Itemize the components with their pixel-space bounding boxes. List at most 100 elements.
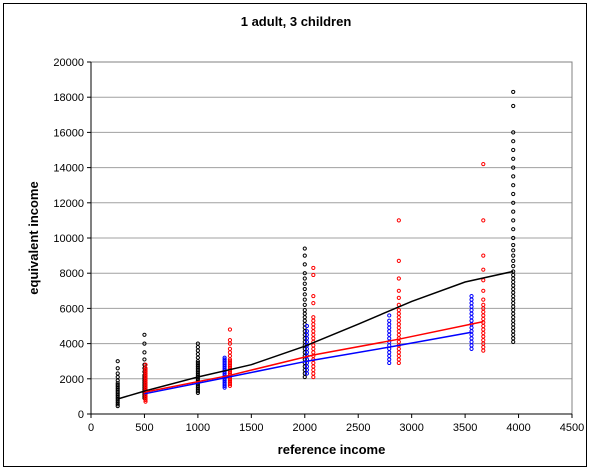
data-point bbox=[481, 267, 486, 272]
data-point bbox=[115, 366, 120, 371]
data-point bbox=[511, 156, 516, 161]
data-point bbox=[227, 327, 233, 332]
data-point bbox=[311, 336, 316, 341]
data-point bbox=[304, 323, 310, 329]
data-point bbox=[311, 374, 316, 380]
chart-frame bbox=[3, 3, 587, 467]
data-point bbox=[396, 308, 401, 313]
data-point bbox=[469, 311, 474, 316]
series-points bbox=[222, 293, 474, 390]
data-point bbox=[302, 297, 307, 302]
data-point bbox=[481, 348, 486, 353]
data-point bbox=[511, 89, 516, 95]
data-point bbox=[511, 339, 516, 344]
data-point bbox=[511, 264, 516, 269]
data-point bbox=[387, 357, 392, 362]
data-point bbox=[511, 276, 516, 281]
data-point bbox=[302, 281, 307, 286]
trend-line bbox=[144, 331, 472, 395]
data-point bbox=[481, 330, 486, 336]
data-point bbox=[115, 359, 120, 364]
data-point bbox=[396, 329, 401, 334]
data-point bbox=[227, 359, 233, 364]
data-point bbox=[396, 276, 401, 281]
data-point bbox=[115, 378, 120, 383]
data-point bbox=[304, 346, 310, 351]
y-tick-label: 2000 bbox=[60, 374, 84, 386]
data-point bbox=[304, 350, 310, 355]
data-point bbox=[302, 318, 307, 323]
data-point bbox=[511, 336, 516, 341]
data-point bbox=[302, 292, 307, 297]
x-tick-label: 4000 bbox=[506, 422, 530, 434]
data-point bbox=[469, 339, 474, 344]
data-point bbox=[311, 367, 316, 373]
data-point bbox=[396, 311, 401, 316]
data-point bbox=[304, 367, 310, 373]
data-point bbox=[469, 343, 474, 348]
data-point bbox=[511, 332, 516, 337]
y-tick-label: 14000 bbox=[53, 163, 84, 175]
data-point bbox=[396, 288, 401, 293]
data-point bbox=[481, 334, 486, 339]
data-point bbox=[311, 329, 316, 334]
data-point bbox=[302, 246, 307, 251]
x-axis-title: reference income bbox=[278, 442, 386, 457]
data-point bbox=[311, 371, 316, 376]
data-point bbox=[195, 360, 200, 366]
data-point bbox=[481, 345, 486, 350]
data-point bbox=[481, 253, 486, 258]
data-point bbox=[481, 327, 486, 332]
data-point bbox=[469, 346, 474, 351]
data-point bbox=[195, 341, 200, 346]
chart-title: 1 adult, 3 children bbox=[240, 14, 352, 29]
data-point bbox=[311, 301, 316, 306]
data-point bbox=[311, 350, 316, 355]
data-point bbox=[511, 130, 516, 135]
data-point bbox=[227, 353, 233, 359]
data-point bbox=[511, 191, 516, 197]
data-point bbox=[511, 322, 516, 327]
data-point bbox=[387, 322, 392, 327]
data-point bbox=[302, 315, 307, 320]
y-tick-label: 18000 bbox=[53, 92, 84, 104]
data-point bbox=[396, 357, 401, 362]
data-point bbox=[142, 341, 147, 346]
data-point bbox=[481, 278, 486, 283]
data-point bbox=[302, 374, 307, 380]
data-point bbox=[387, 332, 392, 337]
y-tick-label: 6000 bbox=[60, 303, 84, 315]
data-point bbox=[481, 288, 486, 293]
data-point bbox=[115, 381, 120, 386]
y-tick-label: 16000 bbox=[53, 127, 84, 139]
data-point bbox=[195, 355, 200, 360]
data-point bbox=[396, 258, 401, 263]
data-point bbox=[387, 360, 392, 366]
data-point bbox=[304, 336, 310, 341]
data-point bbox=[396, 318, 401, 323]
data-point bbox=[227, 337, 233, 343]
data-point bbox=[511, 174, 516, 179]
y-tick-label: 20000 bbox=[53, 57, 84, 69]
y-tick-label: 0 bbox=[78, 409, 84, 421]
data-point bbox=[387, 353, 392, 359]
data-point bbox=[481, 316, 486, 322]
series-points bbox=[143, 161, 486, 404]
data-point bbox=[511, 329, 516, 334]
data-point bbox=[302, 262, 307, 267]
y-tick-label: 4000 bbox=[60, 339, 84, 351]
data-point bbox=[481, 297, 486, 302]
data-point bbox=[396, 339, 401, 344]
data-point bbox=[469, 293, 474, 299]
data-point bbox=[481, 313, 486, 318]
data-point bbox=[311, 346, 316, 351]
gridlines bbox=[91, 61, 572, 380]
data-point bbox=[481, 337, 486, 343]
data-point bbox=[481, 218, 486, 223]
y-axis-title: equivalent income bbox=[26, 181, 41, 294]
data-points bbox=[115, 89, 516, 409]
data-point bbox=[311, 315, 316, 320]
data-point bbox=[511, 308, 516, 313]
data-point bbox=[311, 293, 316, 299]
x-tick-label: 1000 bbox=[186, 422, 210, 434]
